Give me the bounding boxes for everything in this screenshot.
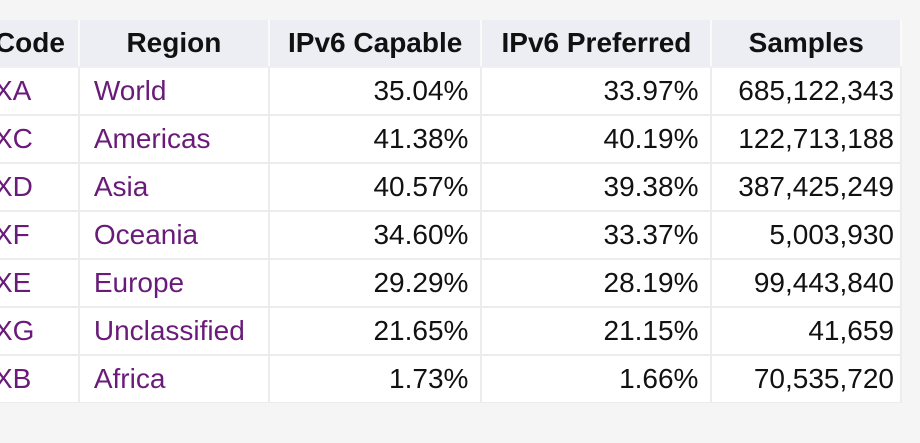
code-link[interactable]: XG xyxy=(0,315,35,346)
table-row: XE Europe 29.29% 28.19% 99,443,840 xyxy=(0,259,902,308)
region-cell: Asia xyxy=(78,163,270,212)
ipv6-capable-cell: 34.60% xyxy=(268,211,483,260)
code-cell: XG xyxy=(0,307,80,356)
table-row: XD Asia 40.57% 39.38% 387,425,249 xyxy=(0,163,902,212)
samples-cell: 122,713,188 xyxy=(711,115,902,164)
ipv6-region-table: Code Region IPv6 Capable IPv6 Preferred … xyxy=(0,20,902,403)
ipv6-preferred-cell: 33.97% xyxy=(481,67,713,116)
ipv6-capable-cell: 40.57% xyxy=(268,163,483,212)
region-cell: World xyxy=(78,67,270,116)
samples-cell: 70,535,720 xyxy=(711,355,902,403)
ipv6-preferred-cell: 39.38% xyxy=(481,163,713,212)
region-link[interactable]: World xyxy=(93,75,167,106)
table-container: Code Region IPv6 Capable IPv6 Preferred … xyxy=(0,20,920,403)
table-row: XA World 35.04% 33.97% 685,122,343 xyxy=(0,67,902,116)
region-link[interactable]: Oceania xyxy=(93,219,199,250)
ipv6-capable-cell: 41.38% xyxy=(268,115,483,164)
ipv6-capable-cell: 21.65% xyxy=(268,307,483,356)
table-row: XF Oceania 34.60% 33.37% 5,003,930 xyxy=(0,211,902,260)
ipv6-capable-cell: 35.04% xyxy=(268,67,483,116)
table-row: XG Unclassified 21.65% 21.15% 41,659 xyxy=(0,307,902,356)
ipv6-preferred-cell: 1.66% xyxy=(481,355,713,403)
region-link[interactable]: Europe xyxy=(93,267,185,298)
code-link[interactable]: XE xyxy=(0,267,32,298)
ipv6-capable-cell: 1.73% xyxy=(268,355,483,403)
table-row: XB Africa 1.73% 1.66% 70,535,720 xyxy=(0,355,902,403)
samples-cell: 41,659 xyxy=(711,307,902,356)
header-ipv6-preferred[interactable]: IPv6 Preferred xyxy=(481,20,713,68)
ipv6-preferred-cell: 28.19% xyxy=(481,259,713,308)
header-samples[interactable]: Samples xyxy=(711,20,902,68)
ipv6-preferred-cell: 21.15% xyxy=(481,307,713,356)
code-cell: XD xyxy=(0,163,80,212)
header-ipv6-capable[interactable]: IPv6 Capable xyxy=(268,20,483,68)
code-cell: XA xyxy=(0,67,80,116)
code-link[interactable]: XD xyxy=(0,171,33,202)
samples-cell: 99,443,840 xyxy=(711,259,902,308)
samples-cell: 685,122,343 xyxy=(711,67,902,116)
region-link[interactable]: Unclassified xyxy=(93,315,245,346)
code-link[interactable]: XF xyxy=(0,219,30,250)
region-link[interactable]: Asia xyxy=(93,171,149,202)
code-link[interactable]: XC xyxy=(0,123,33,154)
ipv6-capable-cell: 29.29% xyxy=(268,259,483,308)
code-link[interactable]: XA xyxy=(0,75,32,106)
region-cell: Americas xyxy=(78,115,270,164)
samples-cell: 387,425,249 xyxy=(711,163,902,212)
region-link[interactable]: Africa xyxy=(93,363,166,394)
ipv6-preferred-cell: 40.19% xyxy=(481,115,713,164)
code-link[interactable]: XB xyxy=(0,363,32,394)
code-cell: XF xyxy=(0,211,80,260)
code-cell: XC xyxy=(0,115,80,164)
header-region[interactable]: Region xyxy=(78,20,270,68)
region-cell: Africa xyxy=(78,355,270,403)
region-cell: Oceania xyxy=(78,211,270,260)
code-cell: XE xyxy=(0,259,80,308)
table-header-row: Code Region IPv6 Capable IPv6 Preferred … xyxy=(0,20,902,68)
ipv6-preferred-cell: 33.37% xyxy=(481,211,713,260)
region-cell: Unclassified xyxy=(78,307,270,356)
table-row: XC Americas 41.38% 40.19% 122,713,188 xyxy=(0,115,902,164)
region-link[interactable]: Americas xyxy=(93,123,211,154)
code-cell: XB xyxy=(0,355,80,403)
header-code[interactable]: Code xyxy=(0,20,80,68)
samples-cell: 5,003,930 xyxy=(711,211,902,260)
region-cell: Europe xyxy=(78,259,270,308)
